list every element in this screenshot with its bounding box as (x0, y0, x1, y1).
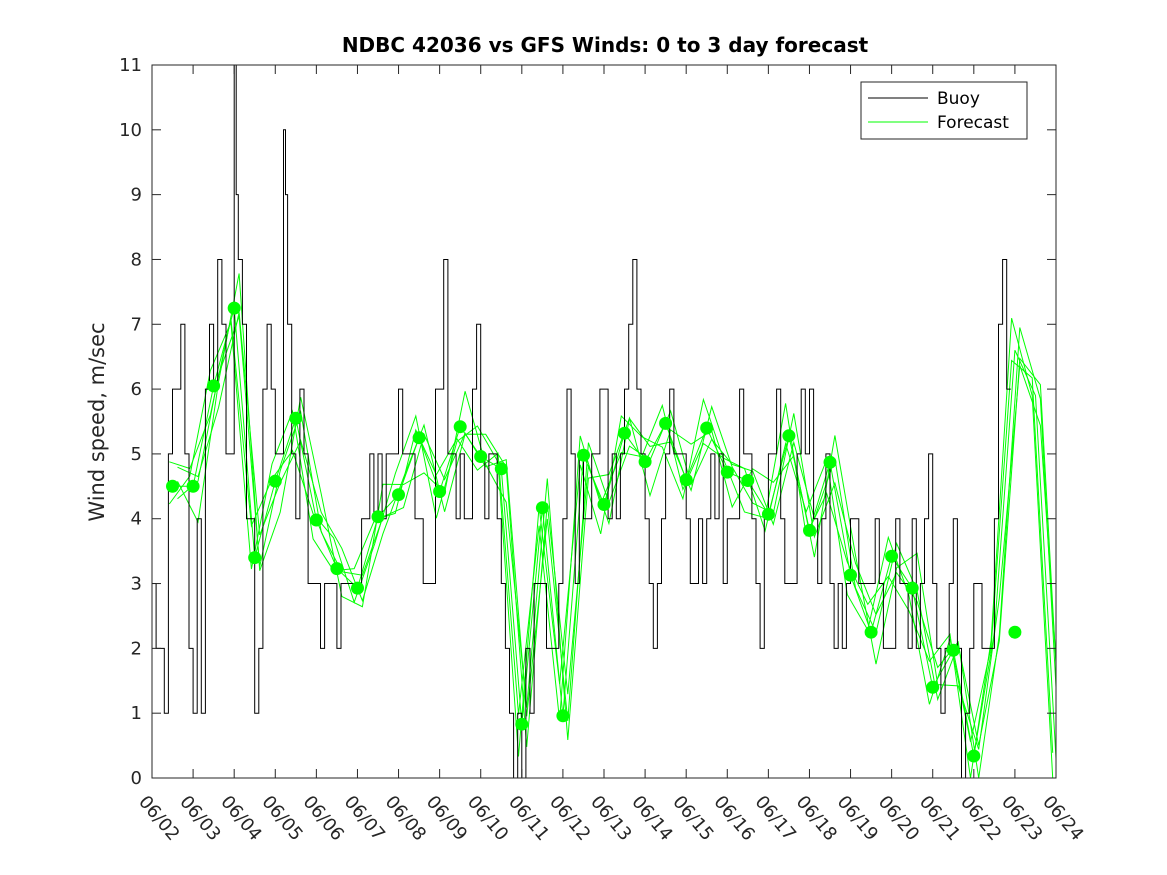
forecast-marker (556, 709, 570, 723)
forecast-marker (330, 562, 344, 576)
forecast-marker (392, 488, 405, 502)
forecast-marker (864, 625, 878, 639)
forecast-marker (741, 474, 755, 487)
y-tick-label: 0 (131, 768, 142, 789)
forecast-marker (803, 523, 816, 537)
forecast-marker (371, 510, 385, 524)
forecast-marker (309, 513, 323, 527)
forecast-marker (166, 479, 179, 493)
forecast-marker (515, 717, 529, 731)
forecast-marker (638, 455, 652, 469)
forecast-marker (844, 568, 857, 582)
y-tick-label: 6 (131, 379, 142, 400)
forecast-marker (967, 749, 981, 763)
forecast-marker (720, 465, 734, 479)
forecast-marker (700, 421, 714, 435)
forecast-marker (227, 301, 241, 315)
chart-title: NDBC 42036 vs GFS Winds: 0 to 3 day fore… (342, 33, 869, 57)
forecast-marker (474, 450, 488, 463)
forecast-marker (885, 549, 899, 563)
forecast-marker (823, 455, 837, 469)
forecast-line-2 (168, 322, 1054, 753)
forecast-marker (597, 498, 611, 511)
forecast-marker (1008, 625, 1022, 639)
forecast-marker (659, 416, 673, 430)
legend-forecast-label: Forecast (937, 113, 1009, 133)
forecast-marker (186, 479, 200, 493)
legend: Buoy Forecast (860, 81, 1028, 140)
forecast-marker (618, 426, 631, 440)
y-tick-label: 8 (131, 249, 142, 270)
forecast-line-3 (177, 273, 1056, 750)
forecast-marker (207, 379, 221, 393)
y-axis-label: Wind speed, m/sec (85, 322, 109, 521)
forecast-line-1 (177, 312, 1056, 778)
y-tick-label: 10 (119, 120, 142, 141)
series-layer (152, 65, 1056, 778)
forecast-marker (433, 485, 447, 498)
forecast-marker (679, 473, 693, 487)
forecast-marker (248, 551, 262, 565)
forecast-marker (453, 420, 467, 434)
forecast-marker (946, 643, 960, 657)
y-tick-label: 9 (131, 185, 142, 206)
legend-box (860, 81, 1028, 140)
forecast-marker (289, 411, 303, 425)
y-tick-label: 3 (131, 574, 142, 595)
forecast-marker (926, 680, 940, 694)
legend-buoy-label: Buoy (937, 89, 980, 109)
forecast-marker (905, 581, 919, 595)
y-tick-label: 2 (131, 638, 142, 659)
y-axis: 0 1 2 3 4 5 6 7 8 9 10 11 (119, 55, 1056, 789)
forecast-marker (268, 474, 282, 488)
forecast-marker (494, 462, 508, 476)
forecast-marker (782, 429, 796, 443)
y-tick-label: 5 (131, 444, 142, 465)
forecast-marker (577, 448, 590, 462)
forecast-marker (535, 501, 549, 515)
y-tick-label: 7 (131, 314, 142, 335)
y-tick-label: 4 (131, 509, 142, 530)
buoy-line (152, 65, 1011, 778)
y-tick-label: 11 (119, 55, 142, 76)
forecast-marker (351, 581, 364, 595)
y-tick-label: 1 (131, 703, 142, 724)
forecast-marker (761, 507, 775, 521)
forecast-marker (412, 431, 426, 445)
